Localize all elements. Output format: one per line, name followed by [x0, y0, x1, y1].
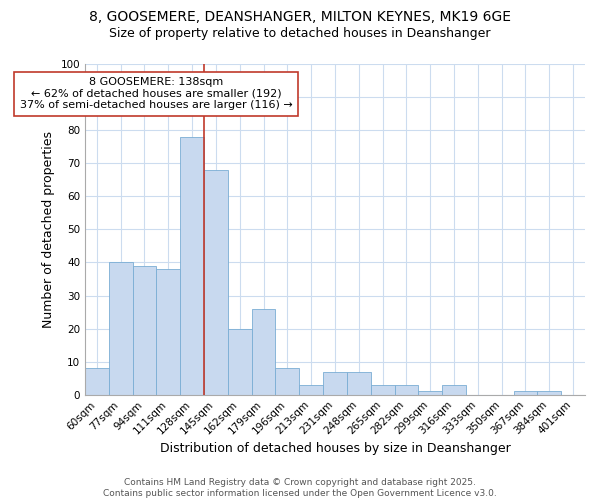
Bar: [85, 368, 109, 394]
Y-axis label: Number of detached properties: Number of detached properties: [42, 131, 55, 328]
Text: Size of property relative to detached houses in Deanshanger: Size of property relative to detached ho…: [109, 28, 491, 40]
Bar: [538, 392, 561, 394]
Bar: [228, 328, 251, 394]
Text: 8, GOOSEMERE, DEANSHANGER, MILTON KEYNES, MK19 6GE: 8, GOOSEMERE, DEANSHANGER, MILTON KEYNES…: [89, 10, 511, 24]
Bar: [395, 385, 418, 394]
Bar: [204, 170, 228, 394]
Bar: [347, 372, 371, 394]
Bar: [442, 385, 466, 394]
Text: 8 GOOSEMERE: 138sqm
← 62% of detached houses are smaller (192)
37% of semi-detac: 8 GOOSEMERE: 138sqm ← 62% of detached ho…: [20, 77, 293, 110]
Bar: [299, 385, 323, 394]
Bar: [251, 308, 275, 394]
Bar: [275, 368, 299, 394]
Bar: [180, 137, 204, 394]
Bar: [157, 269, 180, 394]
Bar: [514, 392, 538, 394]
Bar: [418, 392, 442, 394]
Text: Contains HM Land Registry data © Crown copyright and database right 2025.
Contai: Contains HM Land Registry data © Crown c…: [103, 478, 497, 498]
Bar: [109, 262, 133, 394]
X-axis label: Distribution of detached houses by size in Deanshanger: Distribution of detached houses by size …: [160, 442, 511, 455]
Bar: [371, 385, 395, 394]
Bar: [323, 372, 347, 394]
Bar: [133, 266, 157, 394]
